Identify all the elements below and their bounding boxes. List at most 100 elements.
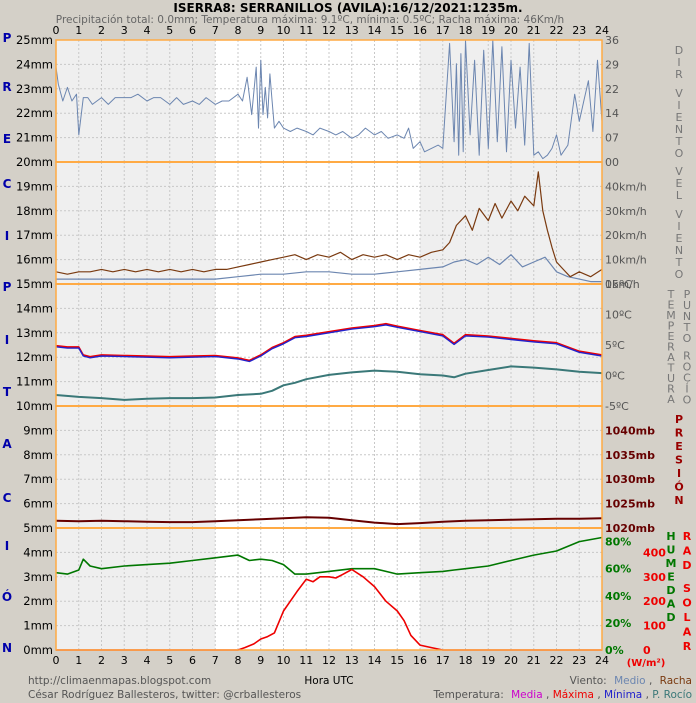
x-tick-top: 4 — [144, 24, 151, 37]
x-tick-top: 18 — [459, 24, 473, 37]
series-temp-min — [55, 324, 603, 363]
x-tick-top: 9 — [257, 24, 264, 37]
svg-text:U: U — [683, 299, 691, 312]
x-tick-top: 22 — [550, 24, 564, 37]
wind-direction-tick: 00 — [605, 156, 619, 169]
precip-tick: 11mm — [16, 375, 53, 389]
x-tick-top: 15 — [390, 24, 404, 37]
precip-tick: 25mm — [16, 33, 53, 47]
svg-text:R: R — [683, 640, 692, 653]
x-tick-bottom: 4 — [144, 654, 151, 667]
precip-tick: 22mm — [16, 106, 53, 120]
x-tick-bottom: 3 — [121, 654, 128, 667]
axis-letter: Ó — [2, 589, 12, 604]
series-pressure — [55, 516, 603, 526]
precip-tick: 0mm — [23, 643, 53, 657]
precip-tick: 2mm — [23, 594, 53, 608]
x-tick-top: 3 — [121, 24, 128, 37]
svg-text:E: E — [675, 440, 683, 453]
precip-tick: 6mm — [23, 497, 53, 511]
svg-text:E: E — [676, 232, 683, 245]
x-tick-bottom: 22 — [550, 654, 564, 667]
pressure-tick: 1020mb — [605, 522, 655, 535]
axis-letter: A — [2, 437, 12, 451]
svg-text:R: R — [675, 427, 684, 440]
svg-text:R: R — [667, 341, 675, 354]
x-tick-bottom: 10 — [277, 654, 291, 667]
x-tick-bottom: 20 — [504, 654, 518, 667]
humidity-tick: 40% — [605, 590, 631, 603]
precip-tick: 1mm — [23, 619, 53, 633]
x-tick-bottom: 18 — [459, 654, 473, 667]
svg-text:R: R — [667, 383, 675, 396]
svg-text:T: T — [675, 135, 683, 148]
axis-letter: I — [5, 333, 9, 347]
svg-text:M: M — [666, 309, 676, 322]
precip-tick: 3mm — [23, 570, 53, 584]
x-tick-bottom: 17 — [436, 654, 450, 667]
x-tick-top: 13 — [345, 24, 359, 37]
series-wind-mean — [56, 254, 602, 283]
temperature-tick: 5ºC — [605, 339, 625, 352]
svg-text:O: O — [682, 597, 691, 610]
temperature-tick: -5ºC — [605, 400, 629, 413]
svg-text:H: H — [666, 530, 675, 543]
series-wind-direction — [55, 39, 603, 160]
svg-text:A: A — [667, 351, 675, 364]
svg-text:E: E — [676, 177, 683, 190]
x-tick-top: 2 — [98, 24, 105, 37]
x-tick-bottom: 11 — [299, 654, 313, 667]
x-tick-top: 11 — [299, 24, 313, 37]
x-tick-top: 17 — [436, 24, 450, 37]
wind-legend: Viento: Medio , Racha — [570, 675, 692, 687]
temp-legend-minima: Mínima — [604, 689, 642, 701]
solar-tick: 300 — [643, 571, 666, 584]
temperature-tick: 0ºC — [605, 370, 625, 383]
svg-text:T: T — [683, 321, 691, 334]
night-shade-4-0 — [56, 528, 216, 650]
x-tick-bottom: 9 — [257, 654, 264, 667]
solar-tick: 100 — [643, 620, 666, 633]
svg-text:T: T — [667, 362, 675, 375]
axis-letter: I — [5, 539, 9, 553]
x-tick-bottom: 7 — [212, 654, 219, 667]
temp-legend-rocio: P. Rocío — [652, 689, 692, 701]
humidity-tick: 60% — [605, 563, 631, 576]
svg-text:V: V — [675, 87, 683, 100]
precip-tick: 19mm — [16, 179, 53, 193]
x-tick-bottom: 12 — [322, 654, 336, 667]
x-tick-bottom: 19 — [481, 654, 495, 667]
wind-speed-tick: 30km/h — [605, 205, 647, 218]
precip-tick: 17mm — [16, 228, 53, 242]
svg-text:U: U — [667, 544, 676, 557]
svg-text:Ó: Ó — [674, 481, 683, 494]
svg-text:P: P — [675, 413, 683, 426]
svg-text:T: T — [675, 256, 683, 269]
temperature-tick: 15ºC — [605, 278, 632, 291]
precip-tick: 24mm — [16, 57, 53, 71]
wind-speed-tick: 20km/h — [605, 229, 647, 242]
x-tick-bottom: 8 — [235, 654, 242, 667]
svg-text:I: I — [677, 56, 680, 69]
humidity-tick: 0% — [605, 644, 624, 657]
axis-letter: N — [2, 641, 12, 655]
x-tick-bottom: 2 — [98, 654, 105, 667]
wind-speed-tick: 40km/h — [605, 180, 647, 193]
svg-text:O: O — [683, 361, 692, 374]
wind-legend-comma: , — [649, 675, 652, 687]
precip-tick: 21mm — [16, 131, 53, 145]
wind-direction-tick: 07 — [605, 132, 619, 145]
precip-tick: 7mm — [23, 472, 53, 486]
precip-tick: 8mm — [23, 448, 53, 462]
x-tick-top: 12 — [322, 24, 336, 37]
blog-link[interactable]: http://climaenmapas.blogspot.com — [28, 675, 211, 687]
x-axis-label: Hora UTC — [304, 675, 353, 687]
solar-unit: (W/m²) — [627, 658, 666, 669]
svg-text:N: N — [683, 310, 691, 323]
svg-text:I: I — [677, 467, 681, 480]
x-tick-top: 1 — [75, 24, 82, 37]
